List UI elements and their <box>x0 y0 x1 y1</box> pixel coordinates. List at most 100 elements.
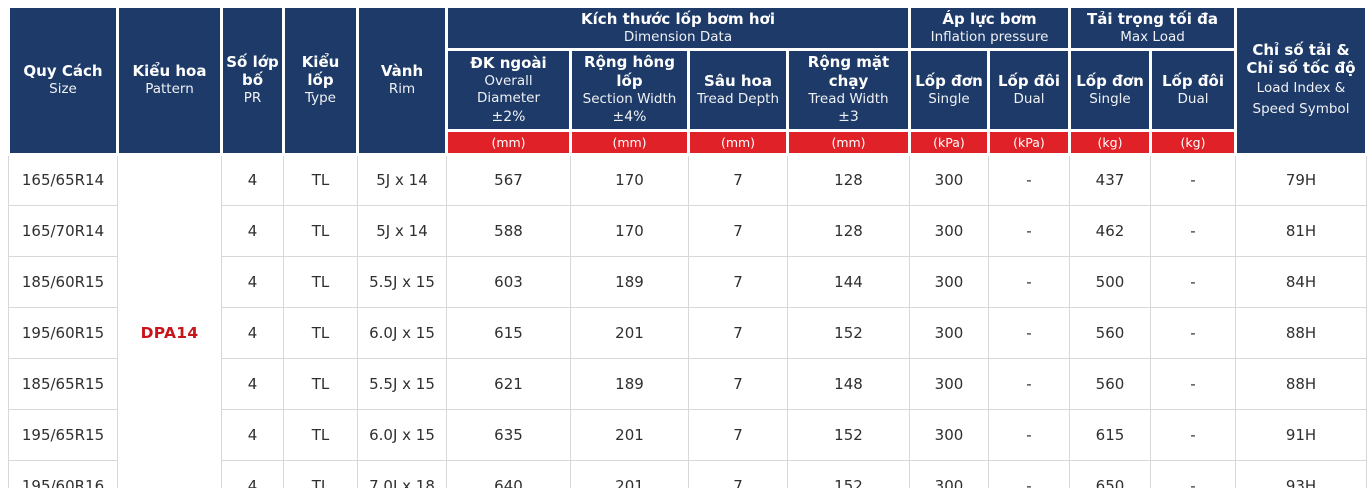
col-header-pr-en: PR <box>243 90 262 107</box>
type-cell: TL <box>283 357 358 410</box>
sub-header-tread-depth: Sâu hoa Tread Depth <box>687 48 789 132</box>
sub-header-overall-diameter-vi: ĐK ngoài <box>470 53 547 72</box>
sub-header-overall-diameter-en: Overall Diameter <box>476 72 541 107</box>
load-dual-cell: - <box>1150 255 1236 308</box>
pr-cell: 4 <box>221 204 284 257</box>
col-header-pattern-en: Pattern <box>145 80 194 97</box>
col-header-load-index-en2: Speed Symbol <box>1252 101 1350 118</box>
unit-tread-width: (mm) <box>786 128 911 156</box>
col-header-pr-vi: Số lớp bố <box>226 52 279 90</box>
rim-cell: 6.0J x 15 <box>357 408 447 461</box>
pressure-dual-cell: - <box>988 459 1070 488</box>
tread-depth-cell: 7 <box>688 408 788 461</box>
sub-header-load-single-vi: Lốp đơn <box>1076 71 1144 90</box>
rim-cell: 5.5J x 15 <box>357 357 447 410</box>
pressure-single-cell: 300 <box>909 408 989 461</box>
pressure-single-cell: 300 <box>909 459 989 488</box>
unit-load-single: (kg) <box>1068 128 1152 156</box>
tread-width-cell: 152 <box>787 459 910 488</box>
overall-diameter-cell: 615 <box>446 306 571 359</box>
sub-header-load-single: Lốp đơn Single <box>1068 48 1152 132</box>
col-header-size-en: Size <box>49 80 77 97</box>
size-cell: 185/65R15 <box>8 357 118 410</box>
overall-diameter-cell: 640 <box>446 459 571 488</box>
load-single-cell: 560 <box>1069 306 1151 359</box>
group-header-maxload: Tải trọng tối đa Max Load <box>1068 4 1237 52</box>
overall-diameter-cell: 603 <box>446 255 571 308</box>
sub-header-section-width-en: Section Width <box>582 90 677 107</box>
load-index-cell: 84H <box>1235 255 1367 308</box>
group-header-dimension-en: Dimension Data <box>623 28 733 45</box>
sub-header-load-single-en: Single <box>1089 90 1131 107</box>
load-index-cell: 93H <box>1235 459 1367 488</box>
col-header-pattern: Kiểu hoa Pattern <box>116 5 223 156</box>
section-width-cell: 201 <box>570 408 689 461</box>
unit-load-dual: (kg) <box>1149 128 1237 156</box>
unit-pressure-dual: (kPa) <box>987 128 1071 156</box>
sub-header-load-dual-vi: Lốp đôi <box>1161 71 1224 90</box>
rim-cell: 5J x 14 <box>357 153 447 206</box>
pressure-single-cell: 300 <box>909 153 989 206</box>
load-index-cell: 79H <box>1235 153 1367 206</box>
sub-header-pressure-dual: Lốp đôi Dual <box>987 48 1071 132</box>
sub-header-section-width: Rộng hông lốp Section Width ±4% <box>569 48 690 132</box>
sub-header-overall-diameter-tol: ±2% <box>491 108 526 125</box>
col-header-rim: Vành Rim <box>356 5 448 156</box>
load-single-cell: 615 <box>1069 408 1151 461</box>
pressure-single-cell: 300 <box>909 357 989 410</box>
size-cell: 195/65R15 <box>8 408 118 461</box>
col-header-load-index-vi1: Chỉ số tải & <box>1252 40 1350 59</box>
pressure-single-cell: 300 <box>909 204 989 257</box>
tread-width-cell: 148 <box>787 357 910 410</box>
tire-spec-table: Quy Cách Size Kiểu hoa Pattern Số lớp bố… <box>7 4 1368 488</box>
size-cell: 195/60R15 <box>8 306 118 359</box>
table-header: Quy Cách Size Kiểu hoa Pattern Số lớp bố… <box>7 4 1368 156</box>
section-width-cell: 201 <box>570 306 689 359</box>
sub-header-tread-width-tol: ±3 <box>838 109 859 126</box>
pressure-dual-cell: - <box>988 255 1070 308</box>
load-dual-cell: - <box>1150 459 1236 488</box>
group-header-maxload-en: Max Load <box>1120 28 1185 45</box>
load-dual-cell: - <box>1150 204 1236 257</box>
col-header-load-index: Chỉ số tải & Chỉ số tốc độ Load Index & … <box>1234 5 1368 156</box>
pr-cell: 4 <box>221 153 284 206</box>
size-cell: 165/70R14 <box>8 204 118 257</box>
unit-pressure-single: (kPa) <box>908 128 990 156</box>
load-single-cell: 437 <box>1069 153 1151 206</box>
unit-overall-diameter: (mm) <box>445 128 572 156</box>
sub-header-tread-width-en: Tread Width <box>808 90 889 107</box>
group-header-pressure-vi: Áp lực bơm <box>942 10 1037 28</box>
group-header-pressure-en: Inflation pressure <box>930 28 1049 45</box>
type-cell: TL <box>283 255 358 308</box>
tread-depth-cell: 7 <box>688 153 788 206</box>
table-row: 165/70R14 4 TL 5J x 14 588 170 7 128 300… <box>8 204 1367 257</box>
tread-depth-cell: 7 <box>688 255 788 308</box>
table-row: 185/65R15 4 TL 5.5J x 15 621 189 7 148 3… <box>8 357 1367 410</box>
table-row: 185/60R15 4 TL 5.5J x 15 603 189 7 144 3… <box>8 255 1367 308</box>
overall-diameter-cell: 588 <box>446 204 571 257</box>
overall-diameter-cell: 635 <box>446 408 571 461</box>
load-single-cell: 462 <box>1069 204 1151 257</box>
pressure-dual-cell: - <box>988 306 1070 359</box>
type-cell: TL <box>283 408 358 461</box>
load-single-cell: 560 <box>1069 357 1151 410</box>
tread-depth-cell: 7 <box>688 204 788 257</box>
rim-cell: 6.0J x 15 <box>357 306 447 359</box>
sub-header-pressure-single: Lốp đơn Single <box>908 48 990 132</box>
table-row: 165/65R14 DPA14 4 TL 5J x 14 567 170 7 1… <box>8 153 1367 488</box>
group-header-dimension: Kích thước lốp bơm hơi Dimension Data <box>445 4 911 52</box>
unit-section-width: (mm) <box>569 128 690 156</box>
rim-cell: 7.0J x 18 <box>357 459 447 488</box>
col-header-load-index-vi2: Chỉ số tốc độ <box>1246 59 1356 78</box>
load-index-cell: 88H <box>1235 306 1367 359</box>
sub-header-section-width-vi: Rộng hông lốp <box>584 53 675 91</box>
pressure-single-cell: 300 <box>909 306 989 359</box>
sub-header-tread-width-vi: Rộng mặt chạy <box>807 53 890 91</box>
type-cell: TL <box>283 459 358 488</box>
size-cell: 195/60R16 <box>8 459 118 488</box>
load-single-cell: 650 <box>1069 459 1151 488</box>
tread-width-cell: 152 <box>787 408 910 461</box>
tread-width-cell: 128 <box>787 153 910 206</box>
tread-depth-cell: 7 <box>688 459 788 488</box>
sub-header-tread-depth-en: Tread Depth <box>696 90 780 107</box>
